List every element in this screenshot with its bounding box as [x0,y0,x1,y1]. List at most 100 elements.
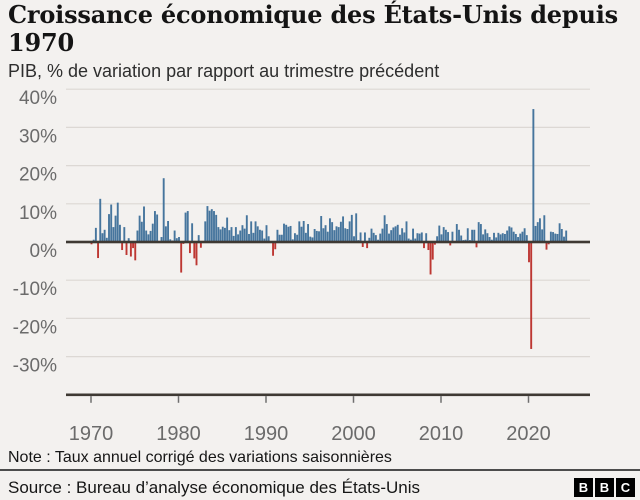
bar [274,242,277,250]
bar [543,215,546,242]
bar [401,228,404,242]
bar [195,242,198,266]
bar [217,227,220,242]
bar [475,242,478,248]
bar [313,229,316,242]
bar [370,228,373,242]
bar [204,221,207,242]
bar [440,234,443,242]
bar [136,230,139,242]
x-axis-label: 1970 [69,423,114,445]
bar [418,233,421,242]
bar [114,215,117,242]
bar [169,239,172,242]
bar [521,231,524,242]
bar [309,236,312,242]
bar [388,233,390,242]
bar [140,221,143,242]
bar [160,237,163,242]
bar [151,223,154,242]
bar [545,242,548,250]
bar [451,231,454,242]
bar [215,214,218,242]
bar [145,230,148,242]
bar [350,214,353,242]
bar [560,229,563,242]
bar [549,231,552,242]
bar [427,242,430,251]
bbc-logo-letter-b1: B [574,478,593,497]
bar [363,232,366,242]
x-axis-label: 2020 [506,423,551,445]
bar [206,206,209,242]
bar [458,229,460,242]
bar [213,211,215,242]
x-axis-label: 2010 [419,423,464,445]
bar [234,227,237,242]
chart-subtitle: PIB, % de variation par rapport au trime… [8,61,440,81]
bar [132,242,135,249]
bar [300,226,303,242]
bar [447,232,450,242]
bar [326,231,329,242]
bar [287,226,290,242]
bar [252,232,255,242]
bar [153,211,156,242]
bar [256,226,259,242]
bar [517,237,520,242]
y-axis-label: -30% [13,356,57,377]
bar [223,227,226,242]
bar [149,230,152,242]
x-axis-label: 2000 [331,423,376,445]
bar [186,211,189,242]
bar [138,215,141,242]
bar [556,233,559,242]
bar [178,237,180,242]
bar [237,234,240,242]
bar [420,232,423,242]
bar [143,206,145,242]
bar [318,231,320,242]
bar [147,234,150,242]
bar [239,230,242,242]
bar [499,234,502,242]
bar [97,242,100,259]
bar [510,227,513,242]
bar [536,222,539,242]
bar [263,238,266,242]
bar [164,226,167,242]
bar [129,242,132,257]
bar [298,221,301,242]
bar [436,236,439,242]
bar [116,202,119,242]
bar [477,222,480,242]
bar [429,242,432,275]
bar [438,225,441,242]
y-axis-label: 40% [19,88,57,109]
bar [563,236,565,242]
bar [449,242,452,246]
x-axis-label: 1980 [156,423,201,445]
bar [512,231,515,242]
bar [374,235,377,242]
bar [283,223,285,242]
bar [423,242,425,249]
bar [191,223,194,242]
bar [532,109,535,242]
bar [241,225,244,242]
bar [210,209,213,242]
bar [353,236,355,242]
bar [390,230,393,242]
bar [482,234,485,242]
bar [541,229,544,242]
bar [366,242,369,249]
bar [444,229,447,242]
bar [479,224,482,242]
bar [184,212,187,242]
bar [455,224,458,242]
x-axis-label: 1990 [244,423,289,445]
bar [199,242,202,248]
bar [307,224,310,242]
